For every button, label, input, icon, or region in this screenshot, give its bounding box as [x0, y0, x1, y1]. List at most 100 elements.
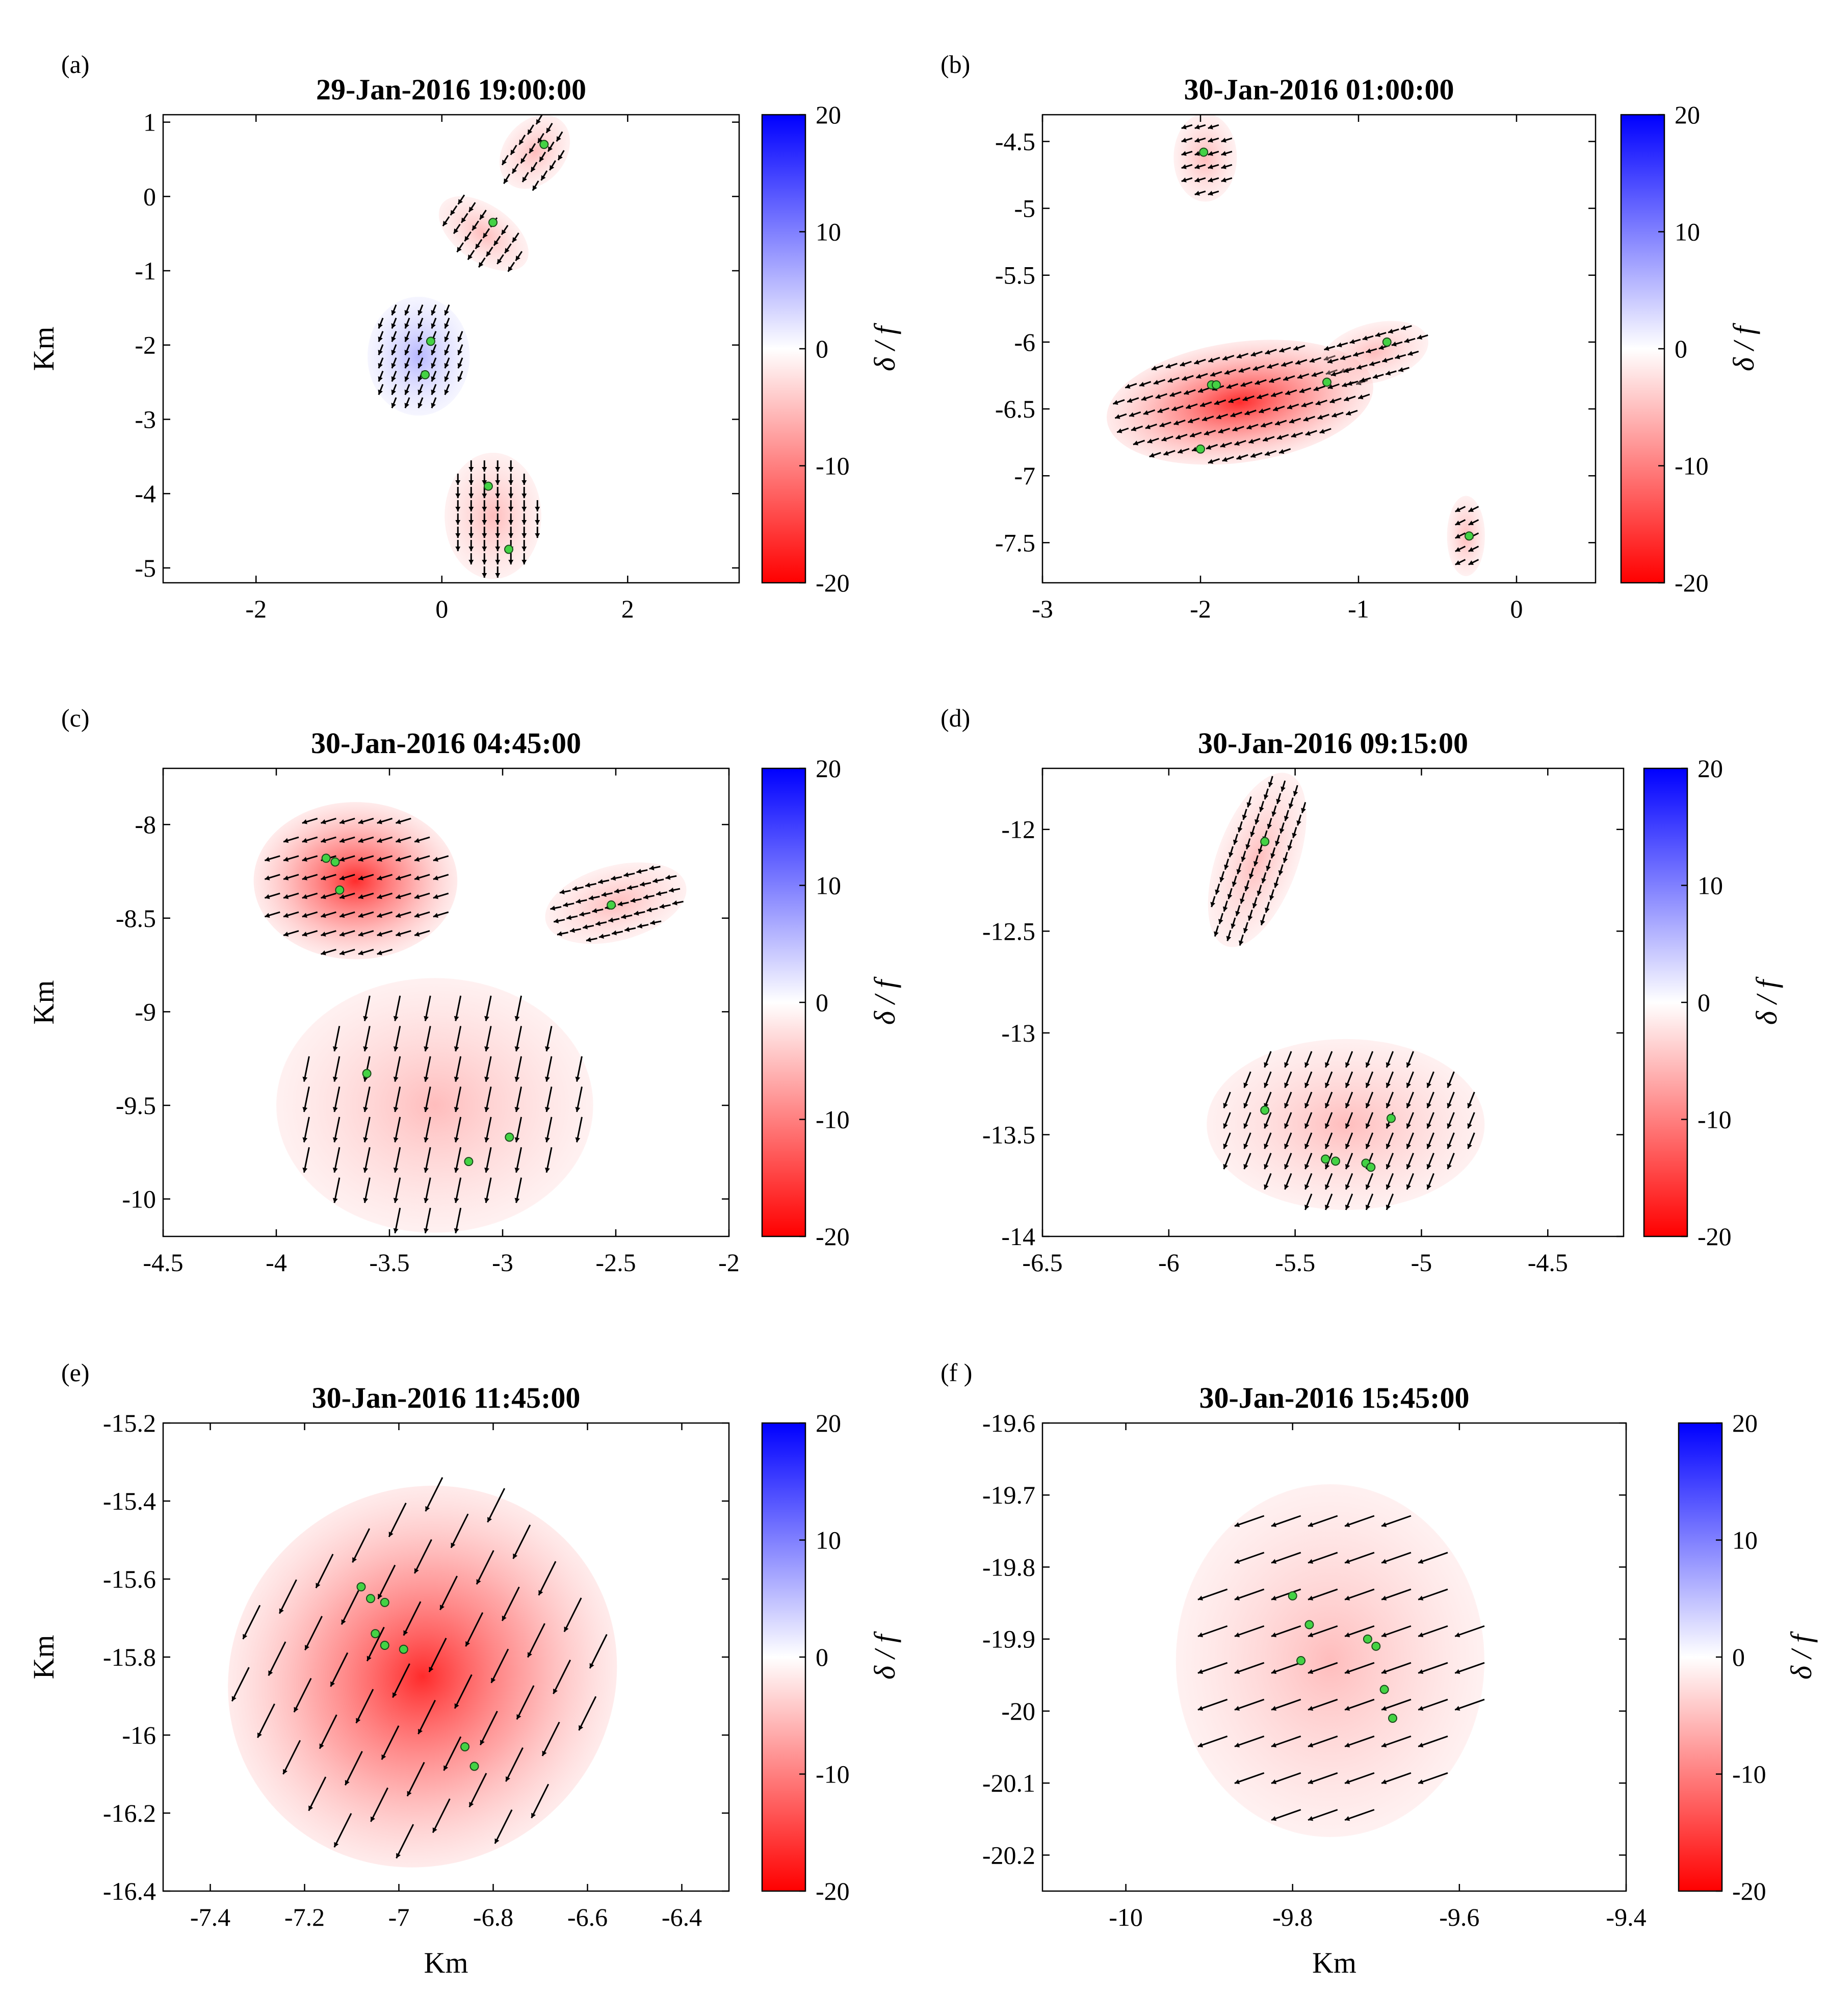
velocity-arrow-head	[1221, 177, 1226, 183]
velocity-arrow	[1234, 1698, 1265, 1711]
velocity-arrow-head	[659, 903, 665, 909]
field-patch	[445, 453, 541, 579]
velocity-arrow	[501, 1586, 520, 1621]
velocity-arrow	[370, 1787, 388, 1822]
velocity-arrow-head	[1263, 794, 1269, 799]
velocity-arrow-head	[1271, 1632, 1277, 1638]
x-tick-label: -7.4	[190, 1903, 230, 1931]
velocity-arrow-head	[431, 403, 436, 408]
panel-e: -7.4 -7.2 -7 -6.8 -6.6 -6.4 -15.2 -15.4 -15.6 -15…	[27, 1358, 901, 1979]
velocity-arrow-head	[1304, 1143, 1310, 1149]
velocity-arrow-head	[1344, 368, 1349, 373]
velocity-arrow-head	[302, 1107, 308, 1112]
velocity-arrow	[1197, 1735, 1228, 1747]
velocity-arrow-head	[377, 819, 382, 824]
velocity-arrow-head	[321, 819, 326, 824]
velocity-arrow-head	[1340, 355, 1346, 360]
drifter-marker	[335, 885, 345, 895]
colorbar	[761, 1422, 806, 1892]
velocity-arrow-head	[1426, 1184, 1431, 1190]
velocity-arrow-head	[472, 225, 477, 230]
velocity-arrow	[1418, 1772, 1448, 1784]
velocity-arrow-head	[1386, 1062, 1391, 1068]
y-tick-label: -6	[1014, 328, 1035, 356]
colorbar-label: δ / f	[1750, 976, 1783, 1025]
velocity-arrow	[512, 1524, 531, 1559]
velocity-arrow-head	[1194, 124, 1200, 130]
velocity-arrow-head	[316, 1583, 321, 1588]
velocity-arrow-head	[465, 1641, 471, 1647]
drifter-marker	[488, 218, 498, 227]
drifter-marker	[420, 370, 430, 379]
velocity-arrow-head	[1344, 396, 1349, 402]
velocity-arrow-head	[510, 149, 515, 155]
velocity-arrow-head	[1197, 1632, 1204, 1638]
velocity-arrow-head	[482, 560, 487, 565]
velocity-arrow	[355, 1689, 374, 1724]
velocity-arrow-head	[431, 363, 436, 369]
velocity-arrow-head	[1388, 328, 1394, 334]
velocity-arrow-head	[414, 913, 420, 918]
velocity-arrow-head	[1210, 901, 1216, 907]
velocity-arrow-head	[1347, 381, 1352, 386]
velocity-arrow-head	[1308, 1705, 1314, 1711]
velocity-arrow-head	[516, 1714, 521, 1720]
colorbar-label: δ / f	[1785, 1631, 1818, 1679]
velocity-arrow-head	[535, 520, 540, 525]
velocity-arrow-head	[1287, 404, 1293, 409]
velocity-arrow-head	[1345, 1669, 1350, 1674]
velocity-arrow-head	[1356, 365, 1362, 370]
velocity-arrow-head	[417, 403, 423, 408]
velocity-arrow-head	[1381, 1705, 1387, 1711]
velocity-arrow	[516, 1685, 535, 1720]
velocity-arrow	[1344, 1588, 1375, 1600]
velocity-arrow-head	[1455, 520, 1461, 525]
velocity-arrow	[450, 1513, 469, 1548]
velocity-arrow-head	[1386, 1082, 1391, 1088]
velocity-arrow-head	[1223, 1143, 1228, 1149]
velocity-arrow-head	[1261, 878, 1267, 884]
velocity-arrow-head	[340, 857, 345, 862]
drifter-marker	[1196, 444, 1205, 454]
velocity-arrow-head	[601, 892, 607, 897]
velocity-arrow	[454, 1674, 473, 1709]
velocity-arrow-head	[407, 1791, 412, 1796]
velocity-arrow-head	[480, 1740, 485, 1745]
y-tick-label: -15.8	[103, 1643, 156, 1671]
velocity-arrow-head	[1315, 400, 1321, 405]
x-tick-label: -2	[1190, 595, 1211, 623]
velocity-arrow-head	[1382, 357, 1388, 363]
velocity-arrow-head	[1139, 381, 1145, 387]
velocity-arrow-head	[444, 337, 449, 342]
colorbar-tick-label: 10	[1675, 218, 1700, 246]
x-tick-label: -10	[1109, 1903, 1143, 1931]
velocity-arrow	[425, 1477, 443, 1512]
velocity-arrow-head	[1299, 388, 1305, 393]
velocity-arrow	[352, 1528, 371, 1563]
velocity-arrow-head	[1353, 352, 1359, 357]
velocity-arrow-head	[1330, 371, 1337, 377]
velocity-arrow	[531, 1784, 550, 1819]
velocity-arrow	[1271, 1662, 1301, 1674]
velocity-arrow-head	[1234, 1779, 1240, 1785]
velocity-arrow-head	[468, 494, 474, 499]
velocity-arrow-head	[378, 376, 383, 382]
velocity-arrow-head	[370, 1816, 375, 1822]
velocity-arrow-head	[1447, 1164, 1452, 1170]
velocity-arrow-head	[396, 894, 401, 899]
velocity-arrow-head	[1283, 376, 1289, 381]
velocity-arrow-head	[1406, 1123, 1411, 1129]
drifter-marker	[1199, 147, 1209, 157]
velocity-arrow-head	[1127, 398, 1133, 403]
velocity-arrow-head	[1331, 412, 1337, 418]
velocity-arrow	[443, 1736, 462, 1771]
velocity-arrow-head	[334, 1842, 339, 1848]
velocity-arrow-head	[1324, 346, 1329, 351]
y-tick-label: -8	[135, 810, 156, 839]
x-tick-label: -1	[1348, 595, 1369, 623]
velocity-arrow-head	[1163, 451, 1169, 456]
velocity-arrow-head	[1197, 1669, 1204, 1674]
velocity-arrow-head	[1181, 177, 1187, 183]
velocity-arrow-head	[487, 1517, 492, 1522]
y-tick-label: -14	[1001, 1222, 1035, 1251]
